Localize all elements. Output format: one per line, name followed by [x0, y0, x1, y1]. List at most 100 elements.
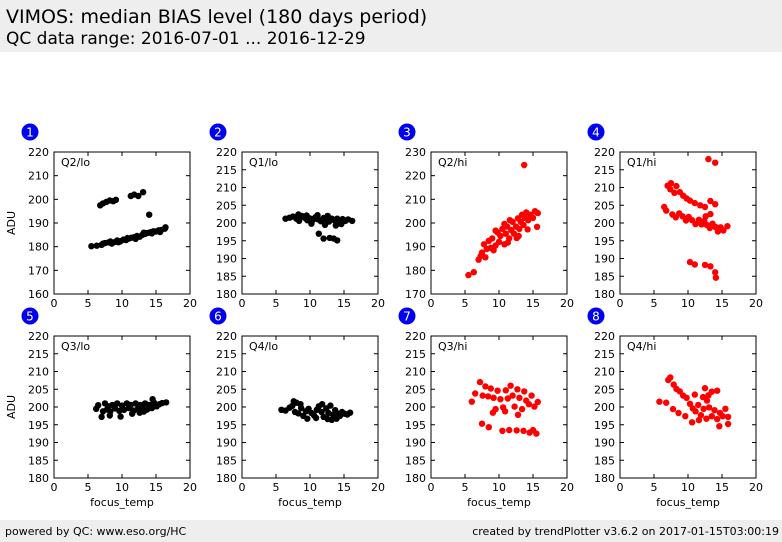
- data-point: [99, 240, 107, 247]
- y-tick-label: 230: [405, 146, 426, 159]
- y-tick-label: 200: [216, 217, 237, 230]
- report-title: VIMOS: median BIAS level (180 days perio…: [6, 6, 428, 28]
- y-tick-label: 210: [28, 170, 49, 183]
- x-tick-label: 20: [371, 297, 385, 310]
- data-point: [495, 238, 503, 246]
- x-tick-label: 15: [149, 297, 163, 310]
- data-point: [338, 220, 345, 228]
- y-tick-label: 215: [405, 348, 426, 361]
- y-tick-label: 215: [594, 348, 615, 361]
- y-tick-label: 190: [28, 437, 49, 450]
- x-tick-label: 10: [681, 481, 695, 494]
- data-point: [663, 399, 670, 406]
- data-point: [499, 427, 506, 434]
- plot-axes-frame: [619, 335, 757, 479]
- qc-date-range: QC data range: 2016-07-01 ... 2016-12-29: [6, 29, 366, 49]
- y-tick-label: 195: [405, 419, 426, 432]
- data-point: [333, 221, 340, 228]
- data-point: [501, 220, 508, 228]
- data-point: [714, 415, 721, 423]
- data-point: [701, 203, 709, 211]
- plot-axes-frame: [430, 335, 568, 479]
- data-point: [667, 180, 675, 187]
- data-point: [533, 430, 540, 437]
- x-axis-label: focus_temp: [278, 496, 342, 509]
- data-point: [149, 396, 156, 403]
- x-tick-label: 10: [492, 481, 506, 494]
- data-point: [502, 387, 509, 394]
- data-point: [132, 235, 139, 243]
- data-point: [303, 212, 310, 219]
- data-point: [529, 214, 537, 221]
- panel-label: Q3/lo: [61, 340, 90, 353]
- x-tick-label: 10: [303, 481, 317, 494]
- data-point: [682, 413, 689, 420]
- y-tick-label: 210: [594, 366, 615, 379]
- y-tick-label: 220: [28, 330, 49, 343]
- y-tick-label: 215: [594, 164, 615, 177]
- data-point: [304, 415, 311, 422]
- y-tick-label: 220: [405, 170, 426, 183]
- data-point: [468, 398, 475, 405]
- data-point: [697, 412, 705, 419]
- plot-axes-frame: [430, 151, 568, 295]
- x-tick-label: 10: [115, 297, 129, 310]
- data-point: [129, 410, 136, 417]
- panel-label: Q1/hi: [627, 156, 656, 169]
- y-tick-label: 200: [28, 193, 49, 206]
- data-point: [695, 416, 703, 424]
- y-tick-label: 185: [216, 454, 237, 467]
- data-point: [93, 242, 101, 249]
- y-tick-label: 180: [594, 288, 615, 301]
- data-point: [506, 217, 514, 224]
- data-point: [114, 400, 121, 407]
- panel-label: Q2/lo: [61, 156, 90, 169]
- data-point: [688, 419, 696, 426]
- y-tick-label: 200: [28, 401, 49, 414]
- y-tick-label: 210: [216, 366, 237, 379]
- y-tick-label: 200: [594, 217, 615, 230]
- data-point: [497, 232, 504, 240]
- y-tick-label: 185: [594, 270, 615, 283]
- data-point: [707, 197, 714, 205]
- data-point: [494, 387, 501, 394]
- y-tick-label: 205: [594, 199, 615, 212]
- y-tick-label: 180: [28, 472, 49, 485]
- data-point: [712, 201, 719, 208]
- y-tick-label: 220: [594, 330, 615, 343]
- data-point: [479, 392, 486, 399]
- data-point: [349, 217, 356, 225]
- data-point: [703, 415, 710, 422]
- y-tick-label: 220: [405, 330, 426, 343]
- y-tick-label: 190: [594, 253, 615, 266]
- data-point: [506, 426, 513, 434]
- data-point: [312, 414, 320, 422]
- plot-panel-8: 8 Q4/hi 0 5 10 15 20 180 185 190 195 200 205 210 215 22…: [587, 307, 763, 509]
- data-point: [295, 410, 302, 417]
- y-tick-label: 220: [28, 146, 49, 159]
- y-tick-label: 195: [594, 235, 615, 248]
- data-point: [124, 234, 131, 242]
- data-point: [707, 263, 714, 270]
- data-point: [521, 161, 528, 169]
- data-point: [490, 394, 497, 401]
- plot-panel-4: 4 Q1/hi 0 5 10 15 20 180 185 190 195 200 205 210 215 22…: [587, 123, 763, 310]
- powered-by-text: powered by QC: www.eso.org/HC: [5, 525, 187, 538]
- x-tick-label: 0: [239, 297, 246, 310]
- y-tick-label: 200: [594, 401, 615, 414]
- created-by-text: created by trendPlotter v3.6.2 on 2017-0…: [472, 525, 779, 538]
- x-tick-label: 0: [428, 481, 435, 494]
- data-point: [520, 427, 527, 434]
- data-point: [534, 209, 541, 217]
- data-point: [88, 243, 95, 250]
- data-point: [525, 217, 532, 224]
- data-point: [534, 398, 541, 406]
- y-tick-label: 180: [28, 241, 49, 254]
- data-point: [314, 212, 321, 219]
- x-tick-label: 0: [617, 297, 624, 310]
- data-point: [148, 230, 156, 237]
- data-point: [699, 393, 707, 401]
- data-point: [308, 220, 315, 227]
- plot-axes-frame: [619, 151, 757, 295]
- data-point: [675, 409, 682, 417]
